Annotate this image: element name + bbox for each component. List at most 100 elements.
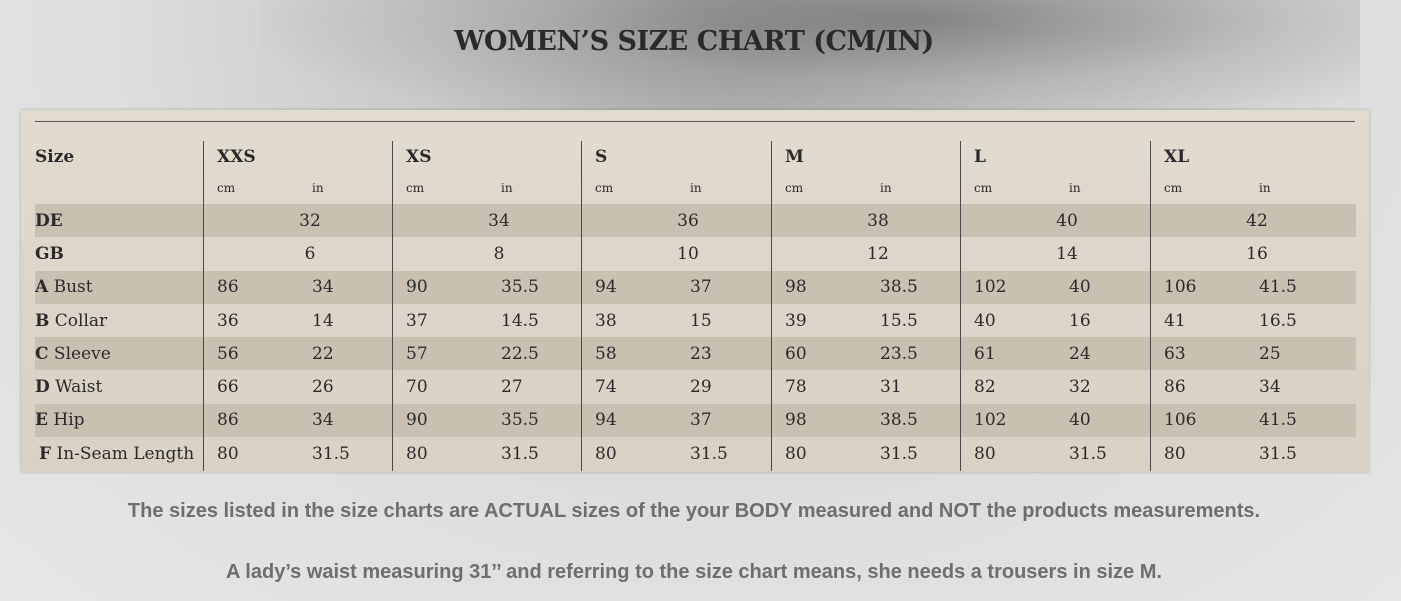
value-cm-xxs: 86 (217, 410, 239, 431)
row-code: E (35, 410, 48, 431)
column-divider (581, 141, 582, 471)
value-in-xl: 41.5 (1259, 277, 1297, 298)
column-divider (203, 141, 204, 471)
size-header-l: L (974, 147, 986, 167)
value-in-m: 38.5 (880, 410, 918, 431)
value-cm-l: 40 (974, 310, 996, 331)
value-in-xl: 25 (1259, 343, 1281, 364)
value-in-xxs: 34 (312, 410, 334, 431)
column-divider (960, 141, 961, 471)
table-row-gb: GB 6 8 10 12 14 16 (35, 237, 1356, 270)
row-label: C Sleeve (35, 337, 215, 370)
value-in-xxs: 14 (312, 310, 334, 331)
header-row: Size XXS XS S M L XL (35, 140, 1356, 174)
value-cm-s: 74 (595, 377, 617, 398)
unit-in-xl: in (1259, 181, 1271, 195)
value-in-s: 23 (690, 343, 712, 364)
unit-in-m: in (880, 181, 892, 195)
table-row-hip: E Hip 86 34 90 35.5 94 37 98 38.5 102 40 106 41.5 (35, 403, 1356, 438)
row-code: A (35, 277, 49, 298)
value-in-xs: 35.5 (501, 277, 539, 298)
value-in-xs: 14.5 (501, 310, 539, 331)
row-code: F (39, 443, 52, 464)
value-xs: 34 (488, 210, 510, 231)
row-code: C (35, 343, 49, 364)
value-in-s: 37 (690, 410, 712, 431)
value-cm-l: 102 (974, 410, 1007, 431)
table-row-waist: D Waist 66 26 70 27 74 29 78 31 82 32 86 34 (35, 371, 1356, 404)
size-header-xl: XL (1164, 147, 1190, 167)
value-cm-m: 60 (785, 343, 807, 364)
value-cm-m: 39 (785, 310, 807, 331)
table-row-bust: A Bust 86 34 90 35.5 94 37 98 38.5 102 40 106 41.5 (35, 270, 1356, 304)
value-in-l: 16 (1069, 310, 1091, 331)
value-m: 38 (867, 210, 889, 231)
value-cm-s: 94 (595, 410, 617, 431)
column-divider (392, 141, 393, 471)
unit-cm-s: cm (595, 181, 614, 195)
unit-cm-xl: cm (1164, 181, 1183, 195)
unit-row: cm in cm in cm in cm in cm in cm in (35, 174, 1356, 202)
value-xxs: 6 (304, 243, 316, 264)
row-label-text: In-Seam Length (51, 443, 195, 464)
value-cm-xl: 80 (1164, 443, 1186, 464)
value-xl: 42 (1246, 210, 1268, 231)
unit-cm-l: cm (974, 181, 993, 195)
row-label: DE (35, 204, 215, 237)
table-row-de: DE 32 34 36 38 40 42 (35, 204, 1356, 238)
row-label-text: Sleeve (48, 343, 111, 364)
value-in-l: 32 (1069, 377, 1091, 398)
row-label: F In-Seam Length (35, 437, 219, 470)
table-row-in-seam-length: F In-Seam Length 80 31.5 80 31.5 80 31.5 80 31.5… (35, 437, 1356, 470)
row-label-text: Collar (49, 310, 108, 331)
value-cm-l: 82 (974, 377, 996, 398)
value-s: 10 (677, 243, 699, 264)
value-in-xxs: 31.5 (312, 443, 350, 464)
size-header-m: M (785, 147, 804, 167)
value-in-xxs: 22 (312, 343, 334, 364)
value-cm-m: 98 (785, 277, 807, 298)
unit-in-xs: in (501, 181, 513, 195)
row-label-text: Hip (47, 410, 85, 431)
value-cm-xxs: 36 (217, 310, 239, 331)
row-label: A Bust (35, 271, 215, 304)
value-in-l: 31.5 (1069, 443, 1107, 464)
unit-cm-m: cm (785, 181, 804, 195)
value-l: 14 (1056, 243, 1078, 264)
value-cm-xs: 80 (406, 443, 428, 464)
value-cm-l: 80 (974, 443, 996, 464)
value-l: 40 (1056, 210, 1078, 231)
value-cm-xs: 90 (406, 410, 428, 431)
table-row-sleeve: C Sleeve 56 22 57 22.5 58 23 60 23.5 61 24 63 25 (35, 337, 1356, 371)
row-label-text: GB (35, 243, 64, 264)
note-actual-sizes: The sizes listed in the size charts are … (127, 500, 1261, 522)
row-code: D (35, 377, 50, 398)
value-in-m: 38.5 (880, 277, 918, 298)
value-in-xs: 35.5 (501, 410, 539, 431)
value-in-xs: 22.5 (501, 343, 539, 364)
value-cm-l: 61 (974, 343, 996, 364)
row-label-text: DE (35, 210, 63, 231)
note-waist-example: A lady’s waist measuring 31’’ and referr… (226, 561, 1162, 583)
value-cm-s: 94 (595, 277, 617, 298)
value-cm-xl: 63 (1164, 343, 1186, 364)
row-label: GB (35, 237, 215, 270)
value-xxs: 32 (299, 210, 321, 231)
size-header-xs: XS (406, 147, 432, 167)
value-xl: 16 (1246, 243, 1268, 264)
table-row-collar: B Collar 36 14 37 14.5 38 15 39 15.5 40 16 41 16.5 (35, 304, 1356, 337)
value-in-s: 37 (690, 277, 712, 298)
value-in-m: 23.5 (880, 343, 918, 364)
value-cm-m: 80 (785, 443, 807, 464)
page-title: WOMEN’S SIZE CHART (CM/IN) (454, 26, 934, 58)
table-top-rule (35, 121, 1355, 122)
value-cm-s: 58 (595, 343, 617, 364)
value-cm-xs: 37 (406, 310, 428, 331)
unit-cm-xxs: cm (217, 181, 236, 195)
value-in-xs: 27 (501, 377, 523, 398)
unit-in-s: in (690, 181, 702, 195)
value-cm-xs: 90 (406, 277, 428, 298)
value-in-s: 15 (690, 310, 712, 331)
value-cm-m: 98 (785, 410, 807, 431)
unit-in-xxs: in (312, 181, 324, 195)
